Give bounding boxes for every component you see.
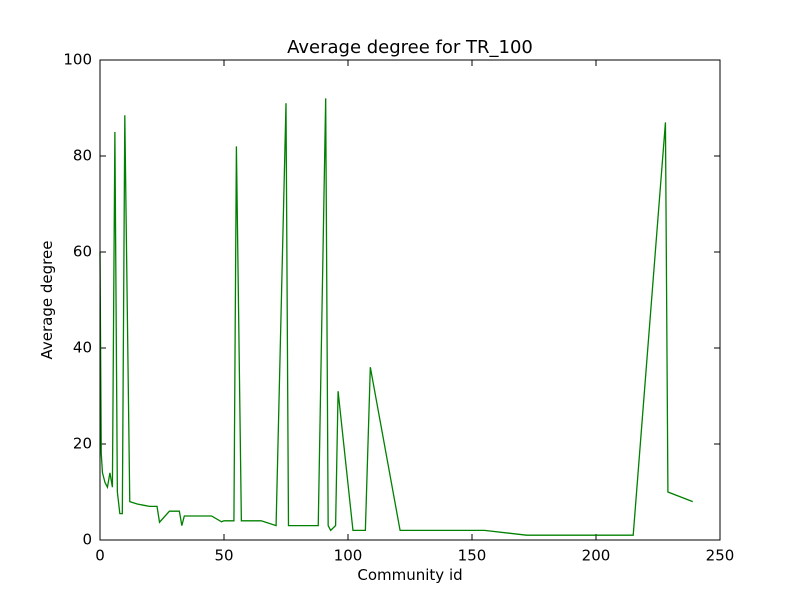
y-tick-label: 100 [63,51,92,69]
y-axis-label: Average degree [38,241,56,360]
chart-title: Average degree for TR_100 [287,37,533,58]
x-tick-label: 200 [582,547,611,565]
x-tick-label: 50 [214,547,233,565]
x-axis-label: Community id [357,566,462,584]
x-tick-label: 250 [706,547,735,565]
data-line [99,98,693,536]
y-tick-label: 20 [73,435,92,453]
x-tick-label: 100 [334,547,363,565]
y-tick-label: 0 [82,531,92,549]
x-tick-label: 150 [458,547,487,565]
plot-frame [99,59,721,541]
y-tick-label: 80 [73,147,92,165]
x-tick-label: 0 [95,547,105,565]
y-tick-label: 60 [73,243,92,261]
y-tick-label: 40 [73,339,92,357]
